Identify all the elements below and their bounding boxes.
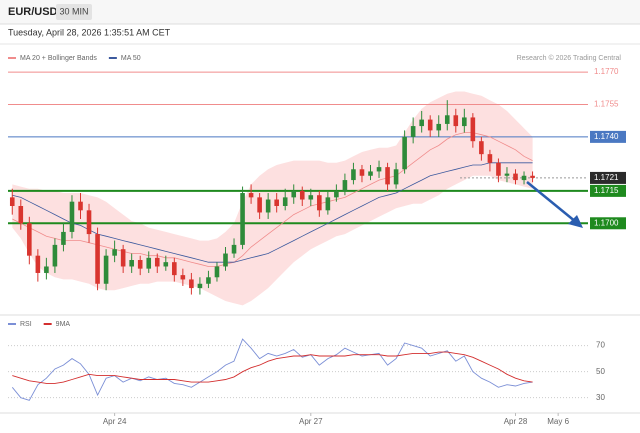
candle-body [129,260,134,267]
candle-body [61,231,66,245]
legend-label: MA 20 + Bollinger Bands [20,55,97,62]
candle-body [530,175,535,178]
level-label-box [590,130,626,143]
candle-body [368,171,373,176]
candle-body [385,167,390,185]
candle-body [223,253,228,267]
candle-body [248,193,254,198]
legend-label: 9MA [56,321,71,328]
candle-body [257,197,262,213]
timeframe-badge [56,4,92,20]
candle-body [137,260,143,269]
candle-body [103,255,109,284]
x-tick-label: May 6 [547,417,569,426]
candle-body [410,126,416,137]
candle-body [308,195,314,200]
candle-body [334,190,339,198]
candle-body [35,255,41,273]
candle-body [282,197,288,206]
candle-body [521,175,527,181]
candle-body [69,201,75,232]
candle-body [265,199,271,213]
indicator-line [11,338,533,401]
indicator-line [12,351,533,384]
candle-body [359,169,365,176]
candle-body [479,141,484,155]
candle-body [27,223,32,256]
x-tick-label: Apr 28 [504,417,528,426]
candle-body [206,277,211,284]
candle-body [317,195,322,211]
candle-body [95,234,100,284]
candle-body [240,193,245,245]
level-label: 1.1721 [594,173,619,182]
candle-body [444,115,450,124]
candle-body [44,266,49,273]
timeframe: 30 MIN [59,6,88,16]
level-label: 1.1700 [594,218,619,227]
level-label: 1.1755 [594,100,619,109]
candle-body [342,180,348,191]
candle-body [231,244,237,254]
symbol: EUR/USD [8,6,58,18]
candle-body [325,197,331,211]
candle-body [189,279,194,289]
x-tick-label: Apr 24 [103,417,127,426]
x-tick-label: Apr 27 [299,417,323,426]
level-label-box [590,171,626,184]
y-tick-label: 30 [596,393,605,402]
level-label: 1.1715 [594,186,619,195]
candle-body [112,249,117,256]
level-label: 1.1770 [594,67,619,76]
candle-body [180,275,186,280]
candle-body [78,201,83,211]
candle-body [487,154,493,163]
candle-body [9,197,15,206]
legend-label: MA 50 [121,55,141,62]
candle-body [120,249,126,267]
candle-body [197,283,203,289]
forecast-arrow [526,181,577,223]
candle-body [351,169,356,181]
candle-body [291,190,297,198]
candle-body [496,162,501,176]
candle-body [393,169,399,185]
credit: Research © 2026 Trading Central [517,54,622,62]
candle-body [470,117,476,142]
candle-body [163,262,169,267]
candle-body [462,117,467,127]
candle-body [453,115,459,127]
forecast-arrowhead [568,215,583,228]
candle-body [146,257,152,269]
candle-body [214,266,220,278]
y-tick-label: 50 [596,367,605,376]
level-label-box [590,184,626,197]
timestamp: Tuesday, April 28, 2026 1:35:51 AM CET [8,27,171,37]
candle-body [299,190,305,200]
y-tick-label: 70 [596,341,605,350]
candle-body [419,119,424,127]
candle-body [154,257,160,267]
candle-body [376,167,382,172]
candle-body [86,210,92,235]
candle-body [402,136,407,170]
candle-body [504,173,510,176]
legend-label: RSI [20,321,32,328]
level-label: 1.1740 [594,132,619,141]
candle-body [513,173,518,181]
candle-body [274,199,279,206]
candle-body [427,119,433,131]
level-label-box [590,217,626,230]
candle-body [52,244,58,267]
candle-body [172,262,177,276]
header-bar [0,0,640,24]
candle-body [436,123,442,131]
plot-layer: 1.1770 1.1755 1.1740 1.1721 1.1715 1.1700 MA 2… [8,55,626,426]
candle-body [18,206,24,224]
